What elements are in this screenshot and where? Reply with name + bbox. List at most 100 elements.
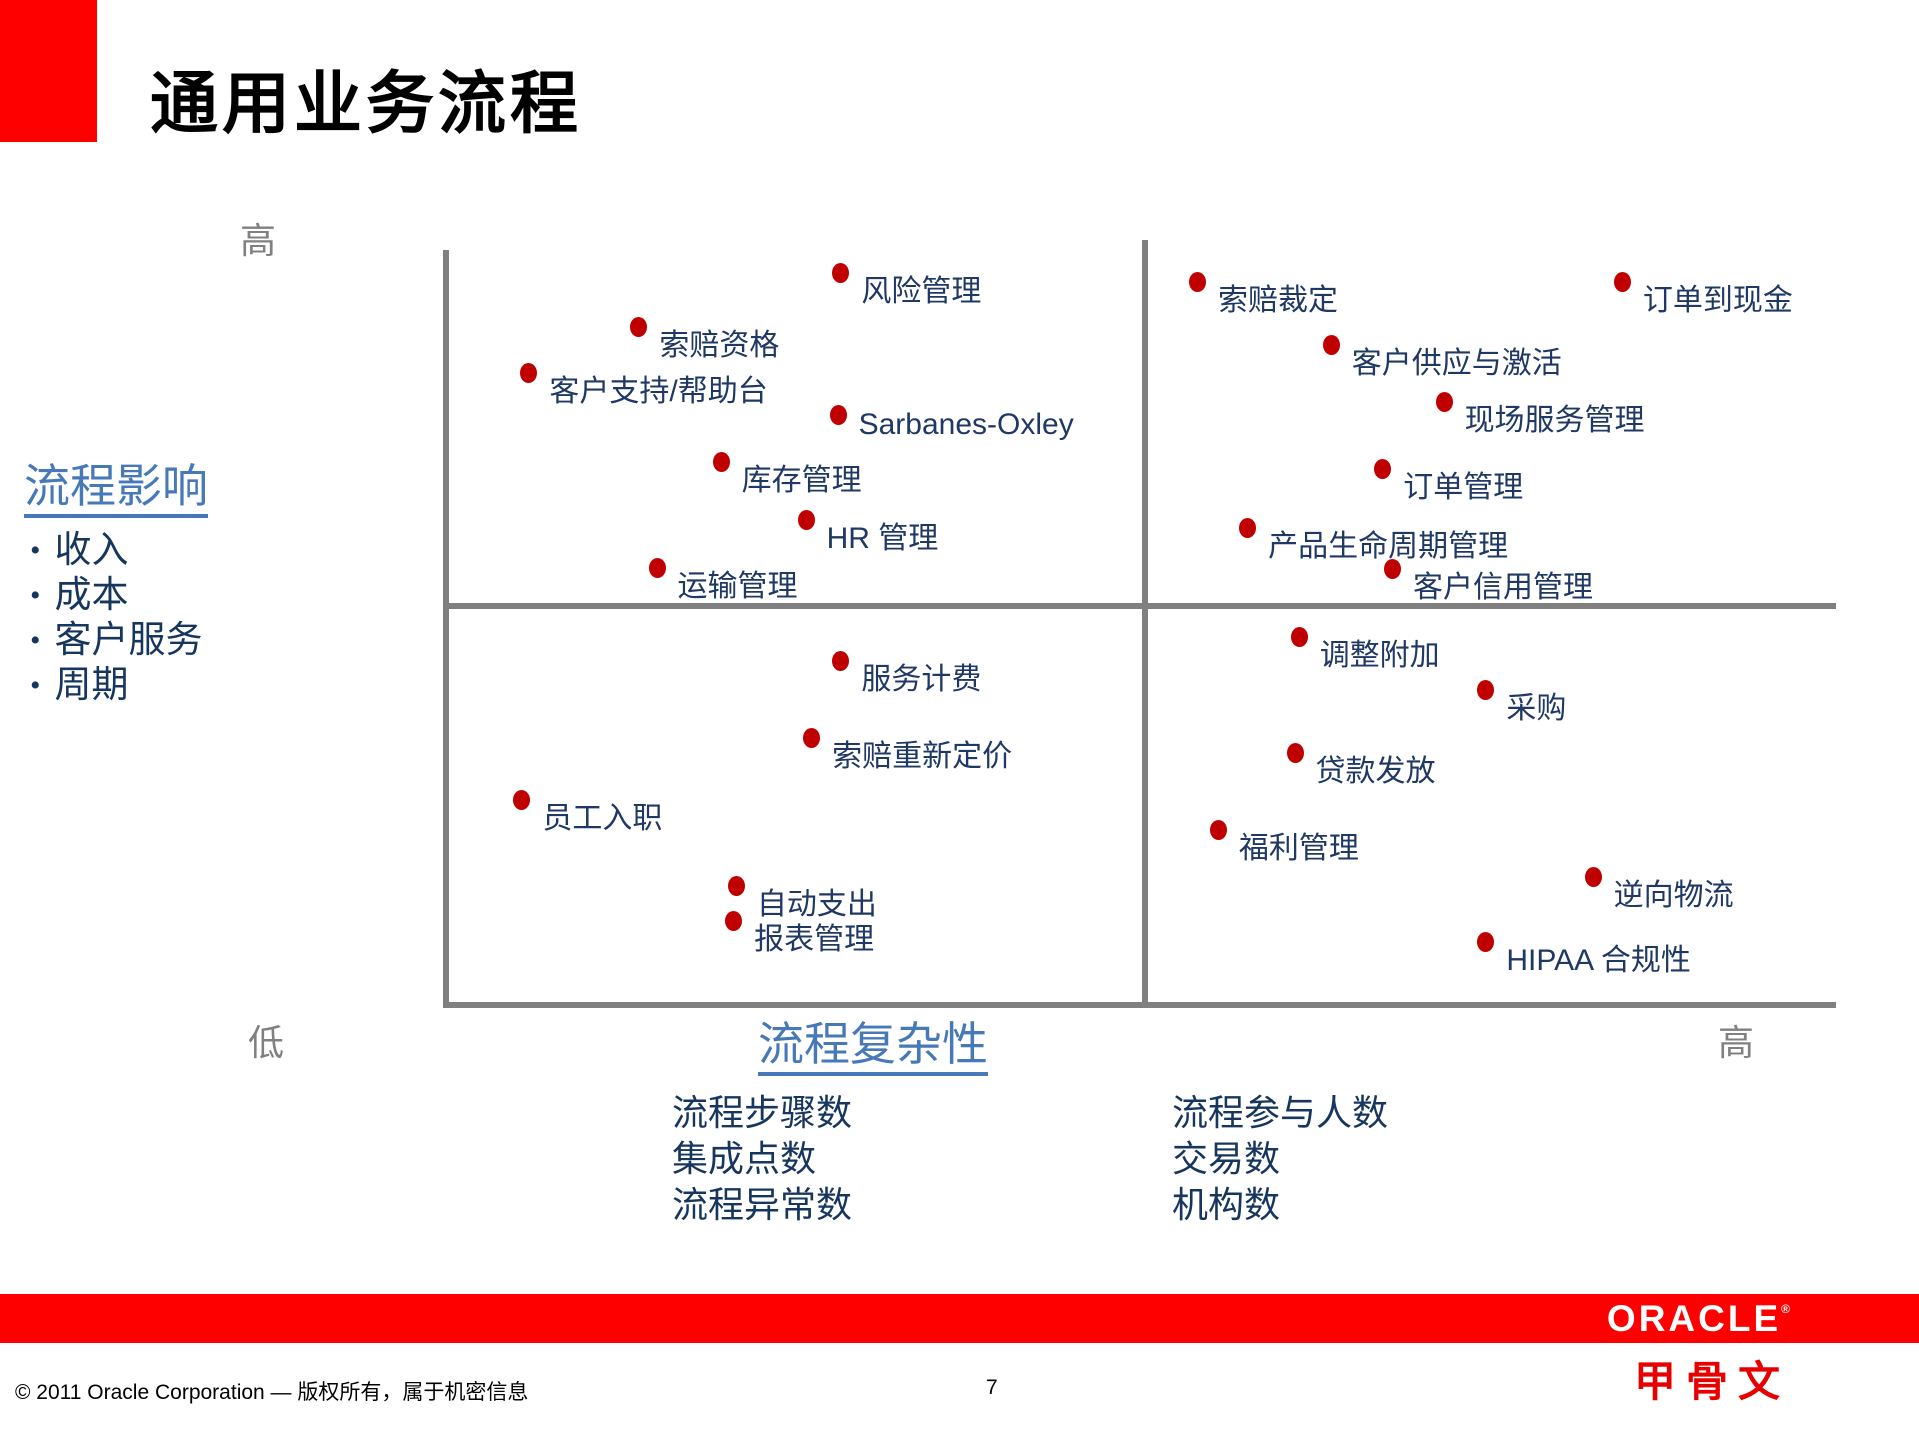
x-axis-title-text: 流程复杂性 — [758, 1019, 988, 1076]
point-label: 索赔重新定价 — [832, 740, 1013, 774]
point-dot-icon — [513, 790, 531, 811]
point-dot-icon — [832, 262, 850, 283]
data-point: 库存管理 — [712, 452, 862, 499]
point-label: 调整附加 — [1319, 639, 1440, 673]
point-dot-icon — [1384, 559, 1402, 580]
point-dot-icon — [1613, 271, 1631, 292]
complexity-factor-label: 机构数 — [1172, 1185, 1281, 1225]
point-label: 订单到现金 — [1642, 283, 1793, 317]
point-dot-icon — [1435, 391, 1453, 412]
point-label: 索赔裁定 — [1218, 283, 1338, 317]
complexity-factor-label: 流程异常数 — [672, 1185, 853, 1225]
data-point: 索赔重新定价 — [803, 728, 1012, 775]
oracle-logo-chinese: 甲骨文 — [1633, 1358, 1790, 1405]
data-point: 运输管理 — [648, 558, 798, 605]
x-axis-high-label: 高 — [1718, 1023, 1755, 1063]
data-point: 现场服务管理 — [1435, 391, 1645, 439]
footer-red-bar — [0, 1294, 1919, 1343]
impact-bullet-item: • 成本 — [30, 573, 203, 618]
point-dot-icon — [829, 405, 847, 426]
data-point: Sarbanes-Oxley — [829, 405, 1074, 442]
quadrant-chart: 风险管理 索赔资格 客户支持/帮助台 Sarbanes-Oxley 库存管理 HR 管理运… — [443, 240, 1836, 1008]
data-point: 订单管理 — [1374, 459, 1523, 506]
data-point: 服务计费 — [832, 650, 982, 698]
point-label: 客户支持/帮助台 — [549, 374, 768, 408]
point-dot-icon — [630, 317, 648, 338]
data-point: 客户信用管理 — [1384, 559, 1593, 606]
copyright-text: © 2011 Oracle Corporation — 版权所有，属于机密信息 — [15, 1381, 529, 1404]
data-point: HR 管理 — [797, 509, 939, 557]
data-point: 产品生命周期管理 — [1239, 518, 1508, 565]
impact-bullet-label: 收入 — [54, 530, 129, 571]
data-point: 索赔裁定 — [1189, 271, 1338, 319]
registered-mark-icon: ® — [1781, 1302, 1790, 1316]
bullet-icon: • — [30, 534, 41, 567]
data-point: 采购 — [1477, 679, 1566, 727]
point-dot-icon — [803, 728, 821, 749]
point-dot-icon — [727, 875, 745, 896]
complexity-factor-label: 交易数 — [1172, 1139, 1281, 1179]
axis-line-bottom — [443, 1002, 1836, 1008]
point-dot-icon — [648, 558, 666, 579]
point-dot-icon — [832, 650, 850, 671]
point-label: 福利管理 — [1238, 831, 1359, 865]
point-label: 报表管理 — [754, 922, 875, 956]
data-point: HIPAA 合规性 — [1477, 932, 1691, 979]
point-label: 客户供应与激活 — [1351, 346, 1562, 380]
x-axis-title: 流程复杂性 — [573, 1008, 1173, 1076]
point-dot-icon — [1584, 866, 1602, 887]
data-point: 客户支持/帮助台 — [520, 362, 768, 410]
y-axis-title: 流程影响 — [24, 450, 208, 518]
point-dot-icon — [1189, 271, 1206, 292]
axis-line-left — [443, 250, 449, 1008]
impact-bullet-item: • 客户服务 — [30, 618, 203, 663]
point-dot-icon — [712, 452, 730, 473]
point-label: 风险管理 — [861, 274, 982, 308]
point-dot-icon — [1322, 334, 1340, 355]
complexity-factors-right: 流程参与人数 交易数机构数 — [1172, 1090, 1388, 1228]
brand-red-square — [0, 0, 97, 142]
point-label: 产品生命周期管理 — [1268, 530, 1509, 564]
point-label: 订单管理 — [1403, 471, 1524, 505]
data-point: 风险管理 — [832, 262, 982, 310]
point-label: 客户信用管理 — [1413, 571, 1594, 605]
point-dot-icon — [1290, 627, 1308, 648]
point-label: 逆向物流 — [1613, 878, 1734, 912]
point-label: Sarbanes-Oxley — [858, 408, 1074, 442]
complexity-factor-label: 流程参与人数 — [1172, 1093, 1389, 1133]
point-label: 库存管理 — [741, 464, 862, 498]
bullet-icon: • — [30, 669, 41, 702]
page-title: 通用业务流程 — [150, 66, 583, 142]
point-dot-icon — [1286, 743, 1304, 764]
data-point: 贷款发放 — [1286, 743, 1436, 790]
point-label: 贷款发放 — [1315, 755, 1436, 789]
data-point: 客户供应与激活 — [1322, 334, 1562, 382]
y-axis-high-label: 高 — [240, 221, 277, 261]
point-dot-icon — [1477, 679, 1495, 700]
x-axis-low-label: 低 — [248, 1023, 285, 1063]
axis-line-mid-vertical — [1142, 240, 1148, 1008]
point-dot-icon — [1374, 459, 1392, 480]
point-label: HIPAA 合规性 — [1506, 944, 1691, 978]
point-label: 运输管理 — [677, 570, 798, 604]
point-dot-icon — [797, 509, 815, 530]
impact-bullet-label: 客户服务 — [54, 620, 203, 661]
point-dot-icon — [1239, 518, 1257, 539]
impact-bullet-item: • 周期 — [30, 663, 203, 708]
complexity-factor-label: 集成点数 — [672, 1139, 817, 1179]
data-point: 员工入职 — [513, 790, 662, 837]
impact-bullet-item: • 收入 — [30, 528, 203, 573]
oracle-logo-text: ORACLE — [1606, 1298, 1782, 1339]
point-label: 服务计费 — [861, 662, 982, 696]
impact-bullet-label: 成本 — [54, 575, 129, 616]
point-dot-icon — [725, 910, 743, 931]
data-point: 福利管理 — [1209, 819, 1359, 867]
oracle-logo: ORACLE® — [1607, 1298, 1790, 1340]
data-point: 报表管理 — [725, 910, 875, 958]
point-label: HR 管理 — [826, 521, 939, 555]
point-label: 现场服务管理 — [1464, 403, 1645, 437]
bullet-icon: • — [30, 579, 41, 612]
impact-bullet-list: • 收入 • 成本 • 客户服务 • 周期 — [30, 528, 203, 708]
axis-line-mid-horizontal — [443, 603, 1836, 609]
